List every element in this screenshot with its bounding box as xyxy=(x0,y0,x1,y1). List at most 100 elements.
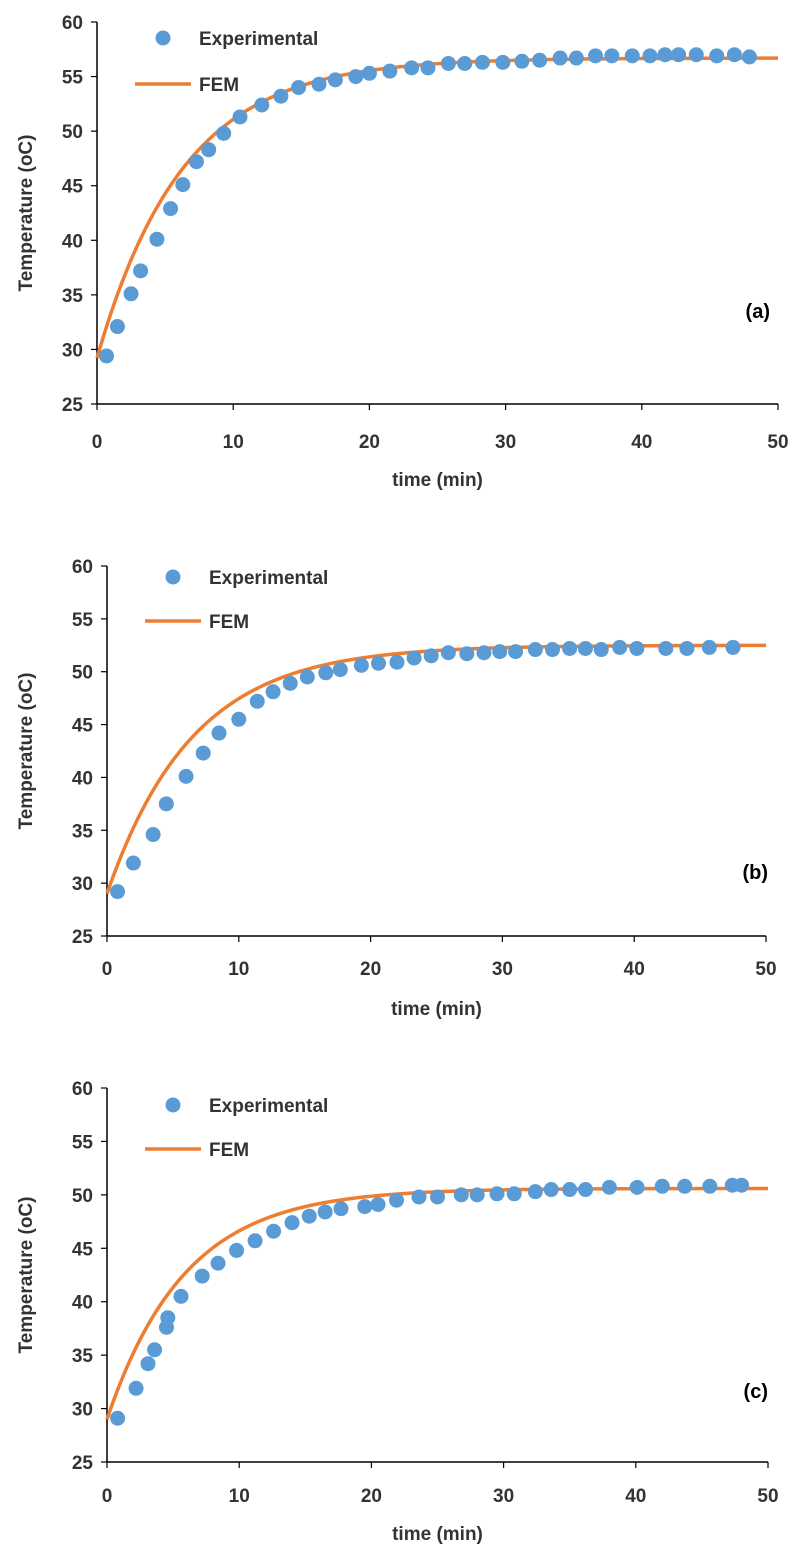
chart-b-experimental-point xyxy=(577,640,593,656)
chart-c-experimental-point xyxy=(430,1189,445,1205)
chart-c-experimental-point xyxy=(173,1288,189,1304)
chart-a-y-tick-label: 55 xyxy=(62,68,84,89)
chart-a-y-axis-title: Temperature (oC) xyxy=(16,135,37,292)
chart-a-legend-label-fem: FEM xyxy=(199,75,239,96)
chart-a-x-tick-label: 30 xyxy=(495,432,516,453)
chart-a-x-tick-label: 20 xyxy=(359,432,380,453)
chart-b-experimental-point xyxy=(125,855,141,871)
chart-b-experimental-point xyxy=(299,669,315,685)
chart-c-x-tick-label: 10 xyxy=(229,1486,250,1507)
chart-b-experimental-point xyxy=(544,642,560,658)
chart-b-y-tick-label: 40 xyxy=(72,768,93,789)
chart-c-experimental-point xyxy=(601,1179,617,1195)
chart-a-experimental-point xyxy=(657,47,673,63)
chart-b-experimental-point xyxy=(459,646,475,662)
chart-b-y-axis-title: Temperature (oC) xyxy=(16,673,37,830)
chart-a-experimental-point xyxy=(254,97,270,113)
chart-panel-b: 25 30 35 40 45 50 55 60 0 10 20 30 40 50 time (min) Tem… xyxy=(0,525,798,1045)
chart-c-experimental-point xyxy=(357,1199,373,1215)
chart-a-experimental-point xyxy=(420,60,436,76)
chart-b-y-tick-label: 60 xyxy=(72,557,93,578)
chart-a-x-tick-label: 40 xyxy=(631,432,652,453)
chart-a-experimental-point xyxy=(642,48,658,64)
chart-c-experimental-point xyxy=(247,1233,263,1249)
chart-c-experimental-point xyxy=(506,1186,522,1202)
chart-a-experimental-point xyxy=(175,177,191,193)
chart-a-experimental-point xyxy=(201,142,217,158)
chart-b-x-axis-title: time (min) xyxy=(391,999,482,1020)
chart-b-experimental-point xyxy=(679,640,695,656)
chart-c-fem-line xyxy=(105,1186,769,1420)
chart-c-y-tick-label: 30 xyxy=(72,1400,93,1421)
chart-b-y-tick-label: 35 xyxy=(72,821,94,842)
chart-b-experimental-point xyxy=(406,650,422,666)
chart-panel-a: 25 30 35 40 45 50 55 60 0 10 20 30 40 50 time (min) Tem… xyxy=(0,0,798,520)
chart-c-y-tick-label: 55 xyxy=(72,1132,94,1153)
chart-b-y-tick-label: 30 xyxy=(72,874,93,895)
chart-c-experimental-point xyxy=(527,1184,543,1200)
chart-c-experimental-point xyxy=(389,1192,405,1208)
chart-a-legend-marker-experimental xyxy=(155,30,171,46)
chart-a-experimental-point xyxy=(163,201,179,217)
chart-b-x-tick-label: 10 xyxy=(228,959,249,980)
chart-a-experimental-point xyxy=(232,109,248,125)
chart-a-experimental-point xyxy=(440,55,456,71)
chart-a-experimental-point xyxy=(552,50,568,66)
chart-b-x-tick-label: 40 xyxy=(624,959,645,980)
chart-a-experimental-point xyxy=(474,54,490,70)
chart-b-y-tick-label: 55 xyxy=(72,610,94,631)
chart-a-experimental-point xyxy=(149,231,165,247)
chart-c-experimental-point xyxy=(128,1380,144,1396)
chart-a-experimental-point xyxy=(216,125,232,141)
chart-a-experimental-point xyxy=(188,154,204,170)
chart-b-experimental-point xyxy=(195,745,211,761)
chart-c-experimental-point xyxy=(194,1268,210,1284)
chart-b-experimental-point xyxy=(629,640,645,656)
chart-a-y-tick-label: 35 xyxy=(62,286,84,307)
chart-a-x-tick-label: 50 xyxy=(767,432,788,453)
chart-c-x-tick-label: 50 xyxy=(757,1486,778,1507)
chart-a-experimental-point xyxy=(624,48,640,64)
chart-c-y-tick-label: 45 xyxy=(72,1239,94,1260)
chart-b-experimental-point xyxy=(265,684,281,700)
chart-c-svg: 25 30 35 40 45 50 55 60 0 10 20 30 40 50 time (min) Tem… xyxy=(16,1079,779,1545)
chart-a-x-axis-title: time (min) xyxy=(392,470,483,491)
chart-c-experimental-point xyxy=(734,1177,750,1193)
chart-a-y-tick-label: 30 xyxy=(62,340,83,361)
chart-c-experimental-point xyxy=(301,1208,317,1224)
chart-c-experimental-point xyxy=(677,1178,693,1194)
chart-a-experimental-point xyxy=(726,47,742,63)
chart-b-x-tick-label: 0 xyxy=(102,959,113,980)
chart-c-experimental-point xyxy=(229,1242,245,1258)
chart-c-experimental-point xyxy=(317,1204,333,1220)
chart-a-experimental-point xyxy=(495,54,511,70)
chart-c-experimental-point xyxy=(629,1179,645,1195)
chart-b-experimental-point xyxy=(318,665,334,681)
chart-c-x-axis-title: time (min) xyxy=(392,1524,483,1545)
chart-b-fem-line xyxy=(105,643,766,895)
chart-b-x-tick-label: 20 xyxy=(360,959,381,980)
chart-b-legend-marker-experimental xyxy=(165,569,181,585)
chart-c-experimental-point xyxy=(453,1187,469,1203)
chart-c-experimental-point xyxy=(370,1196,386,1212)
chart-b-panel-label: (b) xyxy=(742,862,768,884)
chart-c-experimental-point xyxy=(266,1223,282,1239)
chart-b-experimental-point xyxy=(332,662,348,678)
chart-a-experimental-point xyxy=(709,48,725,64)
chart-a-experimental-point xyxy=(311,76,327,92)
chart-c-experimental-point xyxy=(469,1187,485,1203)
chart-c-experimental-point xyxy=(140,1356,156,1372)
chart-b-legend-label-fem: FEM xyxy=(209,612,249,633)
chart-a-experimental-point xyxy=(532,52,548,68)
chart-c-experimental-point xyxy=(543,1182,559,1198)
chart-a-svg: 25 30 35 40 45 50 55 60 0 10 20 30 40 50 time (min) Tem… xyxy=(16,13,789,491)
chart-c-x-tick-label: 20 xyxy=(361,1486,382,1507)
chart-c-y-tick-label: 25 xyxy=(72,1453,94,1474)
chart-a-experimental-point xyxy=(514,53,530,69)
chart-b-legend-label-experimental: Experimental xyxy=(209,568,328,589)
chart-c-legend-label-experimental: Experimental xyxy=(209,1096,328,1117)
chart-a-experimental-point xyxy=(568,50,584,66)
chart-a-experimental-point xyxy=(133,263,149,279)
chart-b-experimental-point xyxy=(110,884,126,900)
chart-b-x-tick-label: 30 xyxy=(492,959,513,980)
